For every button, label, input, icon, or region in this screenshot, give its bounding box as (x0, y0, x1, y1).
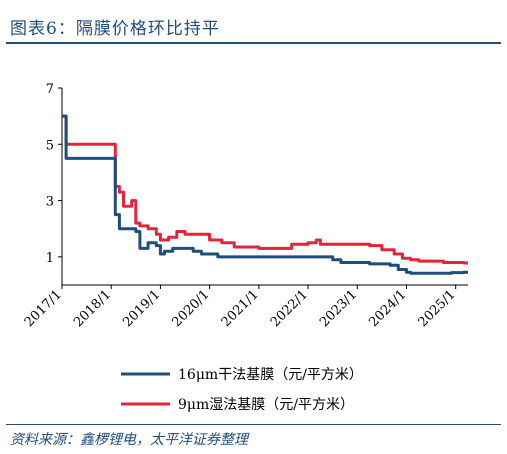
footer-rule (6, 424, 501, 425)
legend-label: 9μm湿法基膜（元/平方米） (178, 396, 354, 413)
x-tick-label: 2017/1 (22, 287, 65, 330)
y-tick-label: 5 (46, 138, 54, 153)
source-note: 资料来源：鑫椤锂电，太平洋证券整理 (10, 432, 248, 448)
series-line (62, 114, 468, 275)
y-tick-label: 7 (46, 82, 54, 97)
y-tick-label: 1 (46, 251, 54, 266)
x-tick-label: 2020/1 (170, 287, 213, 330)
chart-axes: 1 3 5 7 2017/1 2018/1 2019/1 2020/1 2021/1 2022/1… (22, 82, 468, 330)
series-line (62, 114, 468, 265)
chart-legend: 16μm干法基膜（元/平方米） 9μm湿法基膜（元/平方米） (121, 366, 363, 413)
x-tick-label: 2023/1 (317, 287, 360, 330)
y-tick-label: 3 (46, 195, 54, 210)
chart-series (62, 114, 468, 275)
x-tick-label: 2019/1 (120, 287, 163, 330)
x-tick-label: 2018/1 (71, 287, 114, 330)
title-rule (6, 42, 501, 44)
x-tick-label: 2024/1 (366, 287, 409, 330)
figure-title: 图表6：隔膜价格环比持平 (10, 19, 220, 39)
x-tick-label: 2025/1 (416, 287, 459, 330)
x-tick-label: 2022/1 (268, 287, 311, 330)
x-tick-label: 2021/1 (219, 287, 262, 330)
legend-label: 16μm干法基膜（元/平方米） (178, 366, 363, 383)
